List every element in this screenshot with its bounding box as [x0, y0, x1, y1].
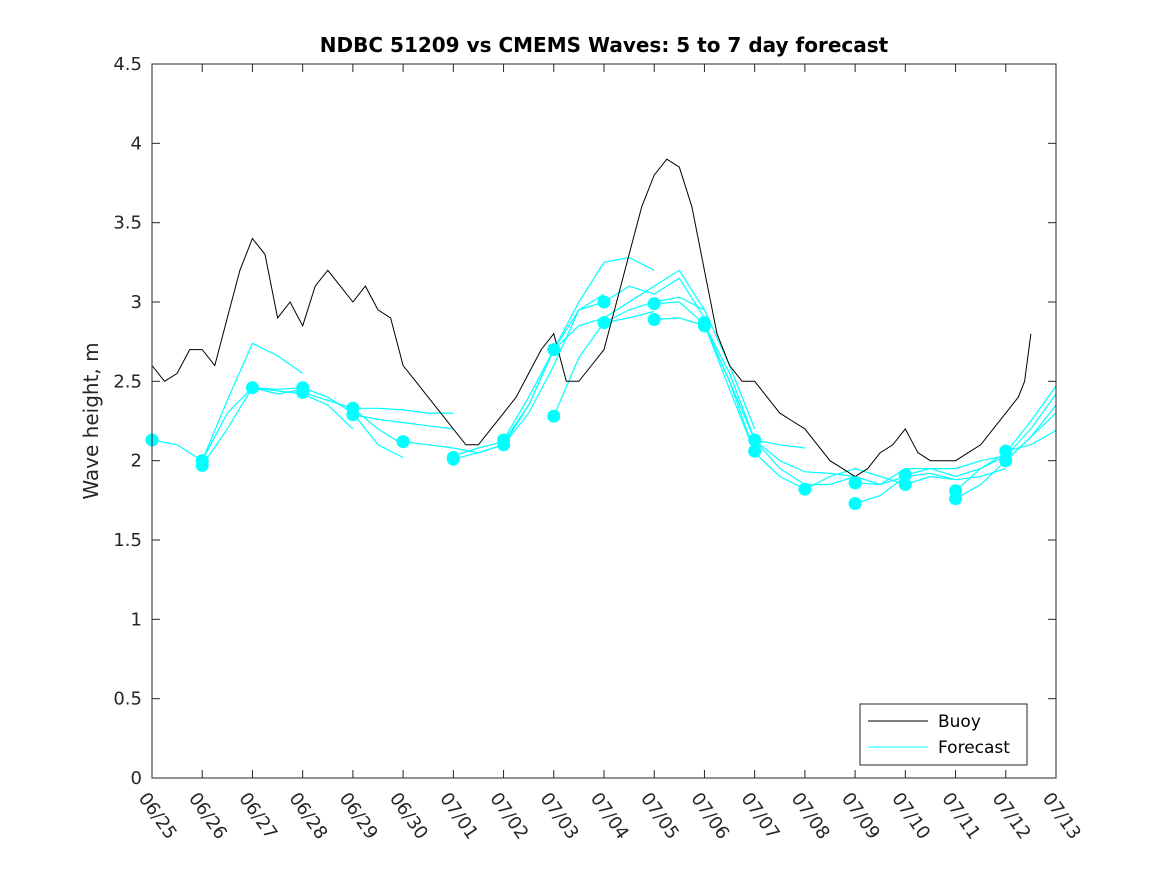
forecast-line: [252, 387, 404, 459]
forecast-line: [905, 468, 1006, 486]
legend-box: [859, 703, 1028, 766]
forecast-init-marker: [497, 438, 511, 452]
forecast-init-marker: [999, 444, 1013, 458]
forecast-init-marker: [396, 435, 410, 449]
forecast-init-marker: [898, 468, 912, 482]
y-tick-label: 1.5: [113, 530, 142, 551]
forecast-init-marker: [697, 319, 711, 333]
forecast-line: [654, 301, 805, 449]
y-tick-label: 4: [131, 133, 142, 154]
forecast-init-marker: [597, 295, 611, 309]
forecast-line: [352, 407, 454, 414]
forecast-init-marker: [748, 433, 762, 447]
forecast-init-marker: [949, 492, 963, 506]
legend-buoy-label: Buoy: [938, 712, 981, 732]
buoy-series: [151, 158, 1032, 478]
forecast-init-marker: [547, 409, 561, 423]
forecast-line: [151, 342, 304, 462]
y-tick-label: 3: [131, 292, 142, 313]
forecast-line: [352, 414, 454, 430]
forecast-init-marker: [446, 451, 460, 464]
forecast-line: [703, 323, 856, 486]
forecast-line: [503, 256, 655, 441]
forecast-init-marker: [999, 454, 1013, 468]
y-tick-label: 0: [131, 768, 142, 789]
forecast-init-marker: [296, 385, 310, 399]
y-axis: 0 0.5 1 1.5 2 2.5 3 3.5 4 4.5: [113, 54, 1056, 789]
forecast-line: [1005, 412, 1057, 462]
y-tick-label: 3.5: [113, 213, 142, 234]
chart-title: NDBC 51209 vs CMEMS Waves: 5 to 7 day fo…: [320, 33, 889, 57]
forecast-line: [201, 387, 354, 466]
forecast-line: [553, 269, 705, 351]
buoy-line: [151, 158, 1032, 478]
forecast-init-marker: [647, 313, 661, 326]
forecast-init-marker: [748, 444, 762, 458]
forecast-init-marker: [195, 458, 209, 472]
forecast-init-marker: [798, 482, 812, 496]
legend-forecast-label: Forecast: [938, 738, 1010, 758]
forecast-init-marker: [898, 478, 912, 491]
y-tick-label: 1: [131, 609, 142, 630]
forecast-line: [1005, 429, 1057, 452]
forecast-init-marker: [346, 408, 360, 422]
forecast-init-markers: [145, 295, 1013, 510]
forecast-line: [603, 277, 705, 319]
forecast-init-marker: [245, 381, 259, 395]
forecast-init-marker: [647, 297, 661, 311]
forecast-init-marker: [848, 476, 862, 490]
plot-area: [152, 64, 1056, 778]
forecast-init-marker: [848, 497, 862, 510]
y-tick-label: 2: [131, 451, 142, 472]
legend: Buoy Forecast: [859, 703, 1028, 766]
y-tick-label: 2.5: [113, 371, 142, 392]
y-axis-label: Wave height, m: [79, 342, 103, 499]
y-tick-label: 4.5: [113, 54, 142, 75]
y-tick-label: 0.5: [113, 689, 142, 710]
forecast-init-marker: [597, 316, 611, 330]
forecast-init-marker: [547, 343, 561, 357]
